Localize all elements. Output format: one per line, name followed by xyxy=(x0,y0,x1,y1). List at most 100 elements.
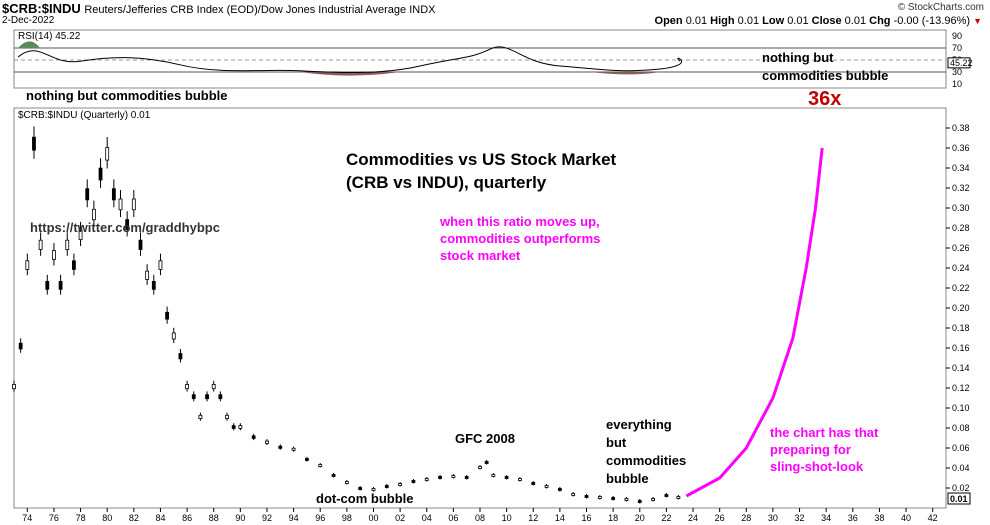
rsi-legend: RSI(14) 45.22 xyxy=(18,31,81,42)
price-bar-body xyxy=(138,239,143,250)
y-tick-label: 0.30 xyxy=(952,203,970,213)
price-bar-body xyxy=(411,480,416,483)
price-bar-body xyxy=(518,478,522,481)
price-bar-body xyxy=(557,488,562,491)
y-tick-label: 0.22 xyxy=(952,283,970,293)
x-tick-label: 06 xyxy=(448,513,458,523)
price-bar-body xyxy=(118,198,123,211)
annotation-multiple: 36x xyxy=(808,88,841,110)
price-bar-body xyxy=(78,229,83,241)
annotation-everything-line: everything xyxy=(606,417,672,432)
price-bar-body xyxy=(597,496,602,499)
price-bar-body xyxy=(38,239,43,250)
price-bar-body xyxy=(205,394,209,400)
price-bar-body xyxy=(12,383,16,390)
annotation-everything-line: but xyxy=(606,435,627,450)
price-bar-body xyxy=(151,280,156,290)
x-tick-label: 24 xyxy=(688,513,698,523)
rsi-tick-label: 70 xyxy=(952,43,962,53)
y-tick-label: 0.34 xyxy=(952,163,970,173)
price-bar-body xyxy=(491,474,496,477)
rsi-oversold-area xyxy=(300,72,400,76)
y-tick-label: 0.10 xyxy=(952,403,970,413)
y-tick-label: 0.32 xyxy=(952,183,970,193)
annotation-dotcom: dot-com bubble xyxy=(316,491,414,506)
x-tick-label: 42 xyxy=(928,513,938,523)
x-tick-label: 82 xyxy=(129,513,139,523)
symbol-label: $CRB:$INDU xyxy=(2,1,81,16)
rsi-panel-frame xyxy=(13,29,947,89)
price-bar-body xyxy=(676,496,681,499)
ohlc-value: 0.01 xyxy=(685,15,711,27)
price-legend: $CRB:$INDU (Quarterly) 0.01 xyxy=(18,110,151,121)
x-tick-label: 04 xyxy=(422,513,432,523)
y-tick-label: 0.26 xyxy=(952,243,970,253)
rsi-overbought-area xyxy=(18,41,40,48)
price-bar-body xyxy=(305,458,309,461)
price-bar-body xyxy=(178,353,183,360)
ohlc-key: Close xyxy=(811,15,845,27)
x-tick-label: 90 xyxy=(235,513,245,523)
x-tick-label: 30 xyxy=(768,513,778,523)
price-bar-body xyxy=(225,414,229,419)
slingshot-note-line: sling-shot-look xyxy=(770,459,864,474)
x-tick-label: 74 xyxy=(22,513,32,523)
y-tick-label: 0.08 xyxy=(952,423,970,433)
price-bar-body xyxy=(231,425,236,429)
y-tick-label: 0.14 xyxy=(952,363,970,373)
price-bar-body xyxy=(278,445,283,449)
y-tick-label: 0.06 xyxy=(952,443,970,453)
x-tick-label: 36 xyxy=(848,513,858,523)
x-tick-label: 76 xyxy=(49,513,59,523)
price-bar-body xyxy=(438,476,442,479)
price-bar-body xyxy=(478,466,482,469)
subtitle-label: Reuters/Jefferies CRB Index (EOD)/Dow Jo… xyxy=(84,4,436,16)
price-bar-body xyxy=(504,476,509,479)
price-bar-body xyxy=(131,198,136,211)
annotation-nothing-right-line: nothing but xyxy=(762,50,834,65)
rsi-oversold-area xyxy=(590,72,660,75)
down-triangle-icon: ▼ xyxy=(973,16,982,26)
x-tick-label: 10 xyxy=(502,513,512,523)
price-bar-body xyxy=(544,485,549,488)
price-current-label: 0.01 xyxy=(950,494,968,504)
date-label: 2-Dec-2022 xyxy=(2,15,55,26)
chart-title-line1: Commodities vs US Stock Market xyxy=(346,150,617,169)
price-bar-body xyxy=(125,219,130,231)
x-tick-label: 28 xyxy=(741,513,751,523)
price-bar-body xyxy=(91,208,96,221)
price-bar-body xyxy=(72,260,76,270)
x-tick-label: 12 xyxy=(528,513,538,523)
ohlc-key: Chg xyxy=(869,15,894,27)
price-bar-body xyxy=(18,342,23,350)
price-bar-body xyxy=(32,136,36,151)
x-tick-label: 96 xyxy=(315,513,325,523)
price-bar-body xyxy=(611,497,616,500)
x-tick-label: 40 xyxy=(901,513,911,523)
price-bar-body xyxy=(98,167,103,181)
chart-title-line2: (CRB vs INDU), quarterly xyxy=(346,173,547,192)
y-tick-label: 0.20 xyxy=(952,303,970,313)
price-bar-body xyxy=(145,270,150,280)
price-bar-body xyxy=(571,493,576,496)
ratio-note-line: when this ratio moves up, xyxy=(439,214,600,229)
projection-curve xyxy=(685,147,824,498)
ohlc-value: -0.00 (-13.96%) xyxy=(893,15,974,27)
x-tick-label: 80 xyxy=(102,513,112,523)
y-tick-label: 0.04 xyxy=(952,463,970,473)
annotation-nothing-left: nothing but commodities bubble xyxy=(26,88,227,103)
price-current-badge xyxy=(947,492,971,505)
price-bar-body xyxy=(344,481,349,484)
price-bar-body xyxy=(45,280,50,290)
price-bar-body xyxy=(331,474,336,477)
ratio-note-line: stock market xyxy=(440,248,521,263)
price-bar-body xyxy=(85,188,90,201)
price-bar-body xyxy=(651,498,655,501)
x-tick-label: 92 xyxy=(262,513,272,523)
price-bar-body xyxy=(451,475,456,478)
price-bar-body xyxy=(251,435,256,439)
y-tick-label: 0.16 xyxy=(952,343,970,353)
rsi-tick-label: 90 xyxy=(952,31,962,41)
annotation-nothing-right-line: commodities bubble xyxy=(762,68,888,83)
